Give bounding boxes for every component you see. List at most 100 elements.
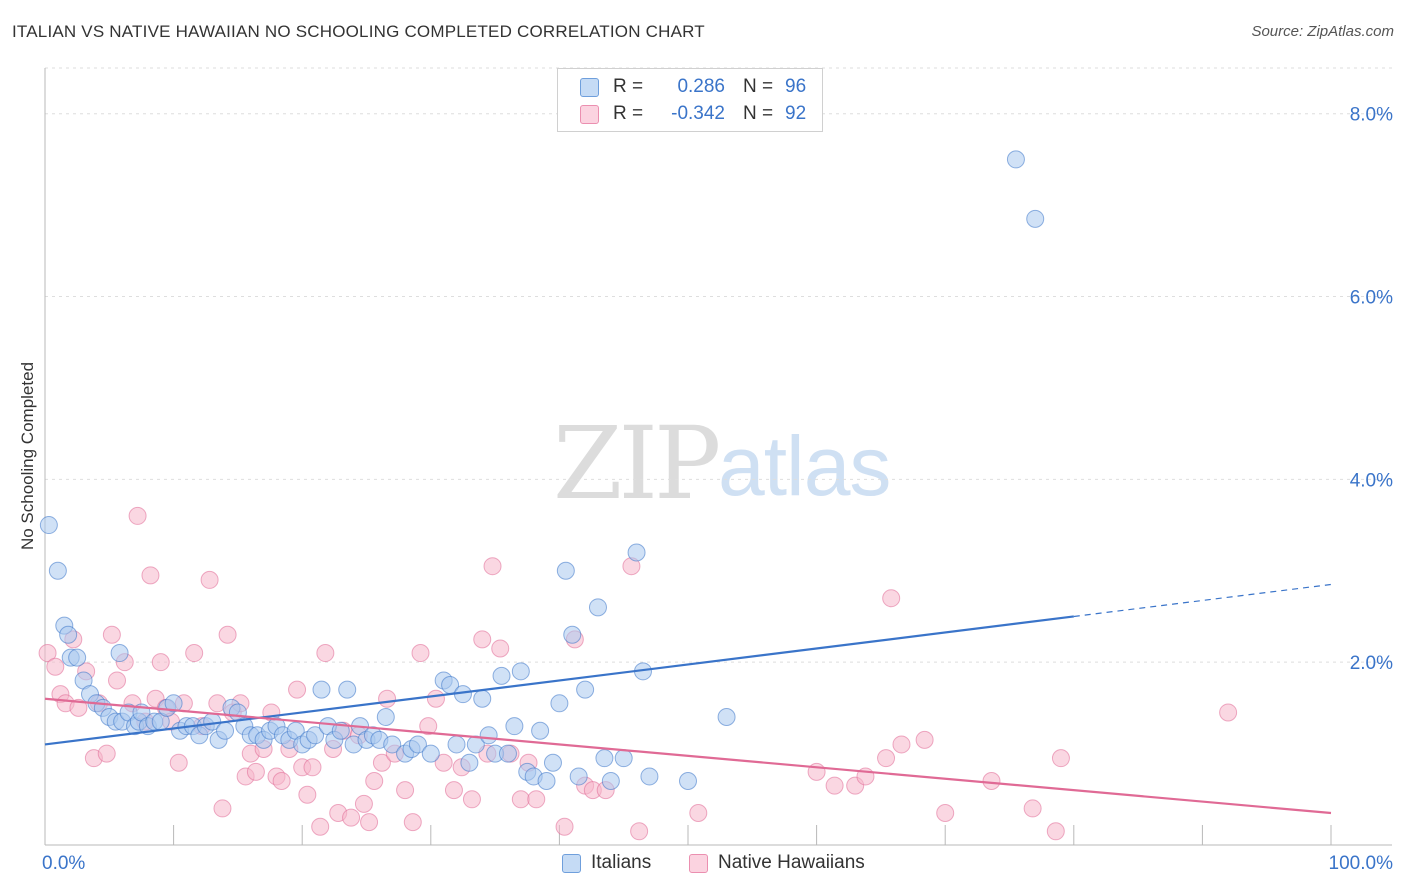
italian-point — [376, 708, 395, 727]
hawaiian-point — [218, 625, 237, 644]
y-axis-label: No Schooling Completed — [18, 361, 37, 551]
italian-point — [614, 749, 633, 768]
italian-point — [576, 680, 595, 699]
hawaiian-point — [372, 753, 391, 772]
italian-point — [588, 598, 607, 617]
hawaiians-trend-line — [44, 697, 1332, 815]
hawaiian-point — [491, 639, 510, 658]
legend-row-italians: R = 0.286 N = 96 — [580, 75, 806, 99]
hawaiian-point — [360, 813, 379, 832]
legend-n-label: N = — [743, 103, 774, 124]
hawaiian-point — [102, 625, 121, 644]
italian-point — [447, 735, 466, 754]
italian-point — [421, 744, 440, 763]
italian-point — [498, 744, 517, 763]
hawaiian-point — [69, 698, 88, 717]
italian-point — [473, 689, 492, 708]
italian-point — [595, 749, 614, 768]
hawaiian-point — [1051, 749, 1070, 768]
hawaiian-point — [1023, 799, 1042, 818]
legend-n-value: 92 — [785, 103, 807, 124]
grid-lines — [45, 67, 1392, 663]
correlation-legend: R = 0.286 N = 96 R = -0.342 N = 92 — [557, 68, 823, 132]
hawaiian-point — [316, 644, 335, 663]
italian-point — [306, 726, 325, 745]
legend-r-value: -0.342 — [671, 103, 725, 124]
italian-point — [383, 735, 402, 754]
hawaiian-point — [892, 735, 911, 754]
y-tick-label: 2.0% — [1350, 653, 1393, 674]
hawaiian-point — [825, 776, 844, 795]
hawaiian-point — [365, 772, 384, 791]
hawaiian-point — [342, 808, 361, 827]
hawaiian-point — [426, 689, 445, 708]
hawaiian-point — [213, 799, 232, 818]
italians-trend-line — [44, 615, 1074, 746]
chart-title: ITALIAN VS NATIVE HAWAIIAN NO SCHOOLING … — [12, 22, 705, 41]
hawaiian-point — [298, 785, 317, 804]
italian-point — [679, 772, 697, 791]
watermark-zip: ZIP — [553, 405, 721, 522]
hawaiian-point — [462, 790, 481, 809]
legend-n-label: N = — [743, 76, 774, 97]
italian-point — [48, 561, 67, 580]
italian-point — [1026, 209, 1045, 228]
bottom-legend-label-italians: Italians — [591, 852, 652, 873]
hawaiian-point — [246, 762, 265, 781]
hawaiian-point — [411, 644, 430, 663]
y-tick-label: 8.0% — [1350, 105, 1393, 126]
hawaiian-point — [403, 813, 422, 832]
legend-r-label: R = — [613, 103, 644, 124]
hawaiian-point — [555, 817, 574, 836]
hawaiian-point — [38, 644, 57, 663]
hawaiian-point — [288, 680, 307, 699]
hawaiian-point — [936, 804, 955, 823]
hawaiian-point — [272, 772, 291, 791]
hawaiian-point — [169, 753, 188, 772]
hawaiian-point — [915, 730, 934, 749]
italian-point — [627, 543, 646, 562]
bottom-legend-swatch-italians — [562, 853, 581, 873]
bottom-legend-native-hawaiians: Native Hawaiians — [689, 852, 865, 874]
italian-point — [511, 662, 530, 681]
italian-point — [164, 694, 183, 713]
hawaiian-point — [877, 749, 896, 768]
legend-swatch-native-hawaiians — [580, 104, 599, 124]
legend-r-label: R = — [613, 76, 644, 97]
hawaiian-point — [141, 566, 160, 585]
hawaiian-point — [483, 557, 502, 576]
italian-point — [110, 644, 129, 663]
hawaiian-point — [419, 717, 438, 736]
hawaiian-point — [200, 570, 219, 589]
italian-point — [640, 767, 659, 786]
y-tick-label: 6.0% — [1350, 288, 1393, 309]
italian-point — [39, 516, 58, 535]
hawaiian-point — [527, 790, 546, 809]
hawaiian-point — [311, 817, 330, 836]
italian-point — [537, 772, 556, 791]
trend-lines — [44, 583, 1332, 815]
x-tick-label: 0.0% — [42, 853, 85, 874]
hawaiian-point — [689, 804, 708, 823]
y-tick-label: 4.0% — [1350, 470, 1393, 491]
legend-swatch-italians — [580, 77, 599, 97]
hawaiian-point — [444, 781, 463, 800]
italian-point — [550, 694, 569, 713]
bottom-legend-label-native-hawaiians: Native Hawaiians — [718, 852, 865, 873]
hawaiian-point — [46, 657, 65, 676]
bottom-legend-italians: Italians — [562, 852, 651, 874]
italian-point — [543, 753, 562, 772]
italian-point — [59, 625, 78, 644]
italian-point — [312, 680, 331, 699]
hawaiian-point — [303, 758, 322, 777]
italian-point — [460, 753, 479, 772]
italian-point — [601, 772, 620, 791]
hawaiian-point — [378, 689, 397, 708]
hawaiian-point — [1219, 703, 1238, 722]
italian-point — [717, 708, 736, 727]
hawaiian-point — [473, 630, 492, 649]
italian-point — [492, 666, 511, 685]
italian-point — [1006, 150, 1025, 169]
hawaiian-point — [982, 772, 1001, 791]
hawaiian-point — [511, 790, 530, 809]
